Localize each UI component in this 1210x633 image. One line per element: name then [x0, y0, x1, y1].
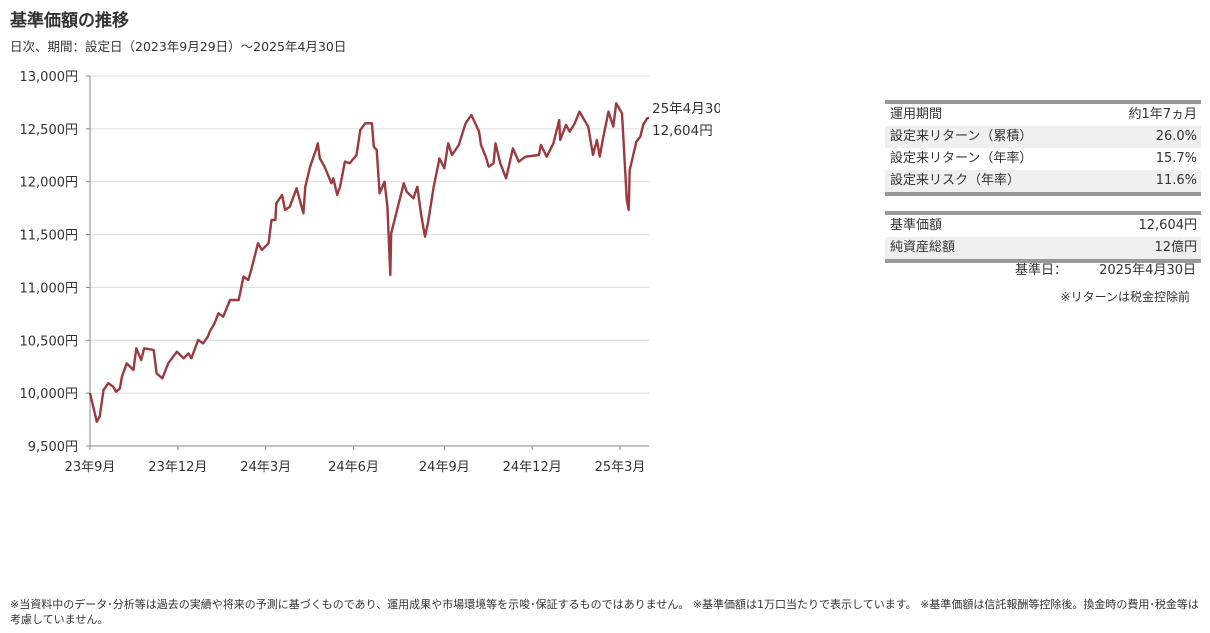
stats-row-period: 運用期間 約1年7ヵ月: [885, 104, 1201, 126]
row-value: 15.7%: [1155, 151, 1197, 166]
y-tick-label: 12,500円: [20, 123, 79, 138]
x-tick-label: 24年12月: [503, 460, 562, 475]
y-tick-label: 10,500円: [20, 334, 79, 349]
x-tick-label: 24年6月: [328, 460, 379, 475]
return-note: ※リターンは税金控除前: [1060, 290, 1190, 304]
series-line: [88, 102, 650, 423]
stats-row-annual-risk: 設定来リスク（年率） 11.6%: [885, 170, 1201, 192]
x-tick-label: 23年12月: [148, 460, 207, 475]
row-value: 26.0%: [1155, 129, 1197, 144]
end-value-label: 12,604円: [652, 123, 713, 139]
row-value: 11.6%: [1155, 173, 1197, 188]
y-tick-label: 10,000円: [20, 387, 79, 402]
row-value: 12,604円: [1138, 218, 1198, 233]
table-bottom-rule: [885, 192, 1201, 196]
base-date: 基準日： 2025年4月30日: [1015, 259, 1196, 278]
disclaimer-footer: ※当資料中のデータ･分析等は過去の実績や将来の予測に基づくものであり、運用成果や…: [10, 598, 1199, 626]
y-tick-label: 12,000円: [20, 176, 79, 191]
row-label: 設定来リターン（累積）: [890, 129, 1033, 144]
x-tick-label: 23年9月: [65, 460, 116, 475]
row-label: 設定来リスク（年率）: [890, 173, 1021, 188]
stats-row-cumulative-return: 設定来リターン（累積） 26.0%: [885, 126, 1201, 148]
row-value: 12億円: [1154, 240, 1197, 255]
row-label: 設定来リターン（年率）: [890, 151, 1033, 166]
nav-line-chart: 9,500円 10,000円 10,500円 11,000円 11,500円 12,000…: [20, 70, 721, 475]
x-tick-label: 25年3月: [595, 460, 646, 475]
row-value: 約1年7ヵ月: [1128, 107, 1197, 122]
table-bottom-rule: [885, 259, 1201, 263]
y-tick-label: 11,000円: [20, 281, 79, 296]
nav-table: 基準価額 12,604円 純資産総額 12億円: [885, 211, 1201, 263]
y-tick-label: 13,000円: [20, 70, 79, 85]
y-tick-label: 11,500円: [20, 229, 79, 244]
end-date-label: 25年4月30日: [652, 101, 720, 117]
chart-title: 基準価額の推移: [10, 11, 129, 31]
table-top-rule: [885, 100, 1201, 104]
x-tick-label: 24年3月: [240, 460, 291, 475]
base-date-label: 基準日：: [1015, 263, 1068, 278]
base-date-value: 2025年4月30日: [1099, 263, 1196, 278]
nav-row-net-assets: 純資産総額 12億円: [885, 237, 1201, 259]
table-top-rule: [885, 211, 1201, 215]
row-label: 運用期間: [890, 107, 943, 122]
row-label: 基準価額: [890, 218, 943, 233]
x-tick-label: 24年9月: [419, 460, 470, 475]
row-label: 純資産総額: [890, 240, 956, 255]
y-tick-label: 9,500円: [28, 440, 78, 455]
chart-subtitle: 日次、期間：設定日（2023年9月29日）～2025年4月30日: [10, 39, 347, 54]
stats-table: 運用期間 約1年7ヵ月 設定来リターン（累積） 26.0% 設定来リターン（年率） 1…: [885, 100, 1201, 196]
nav-row-price: 基準価額 12,604円: [885, 215, 1201, 237]
stats-row-annual-return: 設定来リターン（年率） 15.7%: [885, 148, 1201, 170]
